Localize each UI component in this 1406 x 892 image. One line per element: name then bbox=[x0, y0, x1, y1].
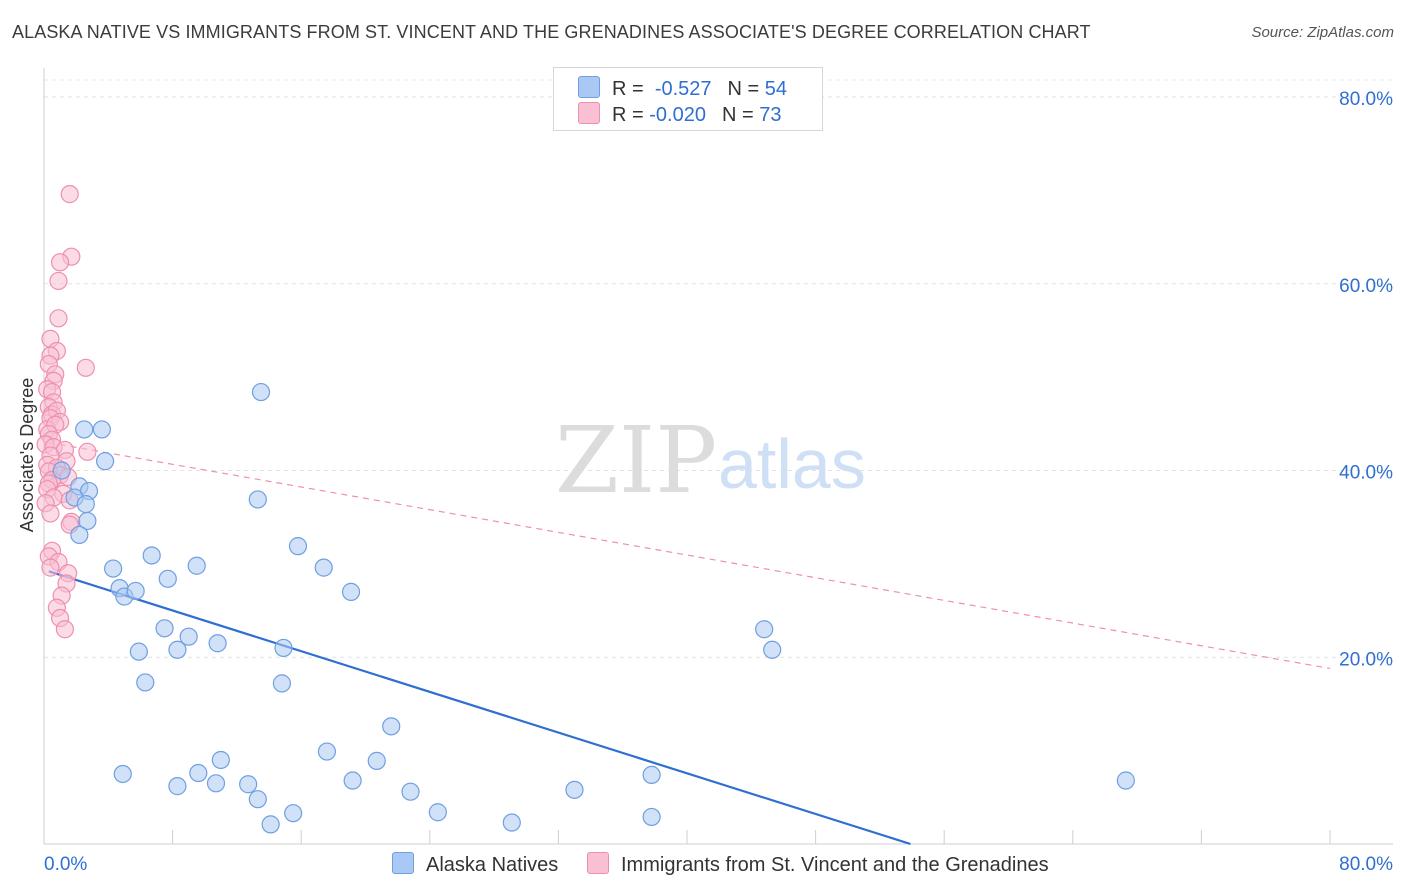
source-label: Source: ZipAtlas.com bbox=[1251, 24, 1394, 41]
alaska-point bbox=[565, 780, 584, 799]
alaska-point bbox=[248, 790, 267, 809]
immigrant-point bbox=[49, 309, 68, 328]
alaska-point bbox=[78, 511, 97, 531]
alaska-point bbox=[168, 640, 187, 659]
immigrant-point bbox=[60, 185, 79, 204]
alaska-point bbox=[113, 764, 132, 784]
immigrant-point bbox=[55, 620, 74, 639]
alaska-point bbox=[239, 775, 258, 794]
grid-lines bbox=[44, 79, 1393, 658]
alaska-point bbox=[189, 763, 208, 783]
alaska-point bbox=[401, 782, 420, 801]
x-tick-label: 0.0% bbox=[44, 854, 87, 875]
alaska-point bbox=[261, 815, 280, 834]
alaska-point bbox=[179, 627, 198, 646]
series-label-immigrants: Immigrants from St. Vincent and the Gren… bbox=[621, 854, 1049, 876]
alaska-point bbox=[70, 525, 89, 545]
series-legend-alaska[interactable]: Alaska Natives bbox=[392, 852, 558, 877]
legend-n-label: N = bbox=[721, 104, 754, 126]
alaska-point bbox=[382, 717, 401, 736]
alaska-trend-line bbox=[48, 570, 911, 846]
y-tick-label: 80.0% bbox=[1339, 89, 1393, 110]
alaska-point bbox=[502, 813, 521, 832]
chart-title: ALASKA NATIVE VS IMMIGRANTS FROM ST. VIN… bbox=[12, 22, 1091, 42]
watermark-zip: ZIP bbox=[555, 407, 717, 514]
alaska-point bbox=[168, 777, 187, 796]
legend-row-alaska: R = -0.527 N = 54 bbox=[578, 76, 787, 102]
series-label-alaska: Alaska Natives bbox=[426, 854, 559, 876]
data-points bbox=[36, 185, 1135, 834]
alaska-point bbox=[187, 556, 206, 575]
series-swatch-immigrants bbox=[587, 852, 609, 874]
immigrant-point bbox=[49, 271, 68, 291]
legend-n-value: 73 bbox=[759, 104, 782, 126]
alaska-point bbox=[211, 750, 230, 770]
alaska-point bbox=[75, 420, 94, 439]
legend-n-value: 54 bbox=[764, 78, 788, 100]
alaska-point bbox=[367, 751, 386, 770]
alaska-point bbox=[314, 558, 333, 577]
alaska-point bbox=[129, 642, 148, 661]
alaska-point bbox=[208, 634, 227, 653]
legend-n-label: N = bbox=[727, 78, 760, 100]
alaska-point bbox=[428, 803, 447, 822]
watermark: ZIP atlas bbox=[555, 407, 866, 514]
y-tick-label: 40.0% bbox=[1339, 463, 1393, 484]
alaska-point bbox=[317, 742, 337, 761]
correlation-legend: R = -0.527 N = 54 R = -0.020 N = 73 bbox=[553, 67, 823, 131]
alaska-point bbox=[155, 619, 174, 638]
alaska-point bbox=[104, 559, 123, 578]
alaska-point bbox=[142, 546, 161, 565]
trend-lines bbox=[48, 441, 1331, 846]
legend-row-immigrants: R = -0.020 N = 73 bbox=[578, 102, 781, 128]
alaska-point bbox=[642, 765, 661, 785]
alaska-point bbox=[251, 382, 271, 402]
tick-labels: 20.0% 40.0% 60.0% 80.0% 0.0% 80.0% bbox=[44, 89, 1393, 875]
y-tick-label: 20.0% bbox=[1339, 649, 1393, 670]
y-axis-label: Associate's Degree bbox=[17, 378, 37, 533]
alaska-point bbox=[288, 537, 308, 556]
x-tick-label: 80.0% bbox=[1339, 854, 1393, 875]
legend-swatch-alaska bbox=[578, 76, 600, 98]
series-swatch-alaska bbox=[392, 852, 414, 874]
alaska-point bbox=[763, 640, 782, 659]
alaska-point bbox=[343, 771, 362, 790]
immigrant-trend-line bbox=[48, 441, 1331, 670]
alaska-point bbox=[248, 490, 267, 509]
alaska-point bbox=[126, 581, 145, 601]
alaska-point bbox=[642, 807, 661, 827]
alaska-point bbox=[272, 674, 292, 693]
immigrant-point bbox=[41, 558, 60, 577]
alaska-point bbox=[95, 452, 115, 471]
alaska-point bbox=[92, 420, 111, 439]
alaska-point bbox=[755, 620, 774, 639]
alaska-point bbox=[52, 461, 71, 480]
legend-swatch-immigrants bbox=[578, 102, 600, 124]
immigrant-point bbox=[76, 358, 95, 377]
immigrant-point bbox=[50, 253, 70, 272]
alaska-point bbox=[76, 495, 95, 514]
series-legend-immigrants[interactable]: Immigrants from St. Vincent and the Gren… bbox=[587, 852, 1049, 877]
alaska-point bbox=[1116, 771, 1135, 790]
legend-r-value: -0.020 bbox=[649, 104, 706, 126]
legend-r-label: R = bbox=[612, 78, 644, 100]
alaska-point bbox=[274, 638, 293, 658]
y-tick-label: 60.0% bbox=[1339, 276, 1393, 297]
alaska-point bbox=[206, 774, 226, 793]
alaska-point bbox=[341, 582, 361, 601]
immigrant-point bbox=[78, 442, 97, 461]
alaska-point bbox=[136, 673, 155, 692]
immigrant-point bbox=[41, 504, 60, 523]
legend-r-label: R = bbox=[612, 104, 644, 126]
legend-r-value: -0.527 bbox=[654, 78, 712, 100]
alaska-point bbox=[284, 804, 303, 823]
watermark-atlas: atlas bbox=[718, 425, 866, 503]
alaska-point bbox=[158, 569, 177, 588]
